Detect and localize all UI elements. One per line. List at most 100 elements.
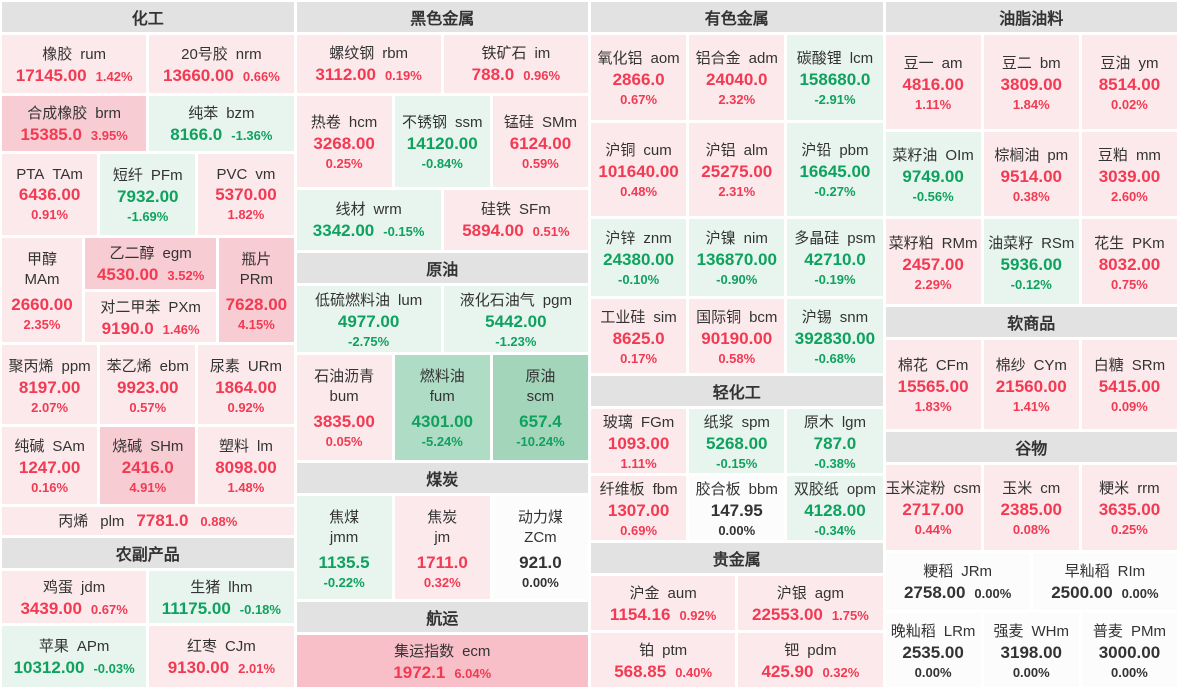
instrument-cell-wrm[interactable]: 线材 wrm 3342.00 -0.15% <box>296 189 441 250</box>
instrument-cell-spm[interactable]: 纸浆 spm 5268.00 -0.15% <box>689 409 785 474</box>
instrument-cell-PKm[interactable]: 花生 PKm 8032.00 0.75% <box>1081 219 1178 304</box>
instrument-cell-alm[interactable]: 沪铝 alm 25275.00 2.31% <box>689 122 785 216</box>
instrument-cell-mm[interactable]: 豆粕 mm 3039.00 2.60% <box>1081 131 1178 217</box>
section-header-agricultural-products: 农副产品 <box>2 538 294 569</box>
instrument-cell-PMm[interactable]: 普麦 PMm 3000.00 0.00% <box>1081 613 1178 687</box>
instrument-cell-CFm[interactable]: 棉花 CFm 15565.00 1.83% <box>885 339 981 429</box>
market-column-4: 油脂油料豆一 am 4816.00 1.11% 豆二 bm 3809.00 1.84% 豆油 ym… <box>885 2 1178 687</box>
instrument-cell-nrm[interactable]: 20号胶 nrm 13660.00 0.66% <box>149 35 294 94</box>
instrument-cell-brm[interactable]: 合成橡胶 brm 15385.0 3.95% <box>2 96 147 151</box>
instrument-cell-SFm[interactable]: 硅铁 SFm 5894.00 0.51% <box>443 189 588 250</box>
instrument-cell-bum[interactable]: 石油沥青 bum 3835.00 0.05% <box>296 354 392 461</box>
instrument-cell-URm[interactable]: 尿素 URm 1864.00 0.92% <box>198 345 294 425</box>
instrument-cell-csm[interactable]: 玉米淀粉 csm 2717.00 0.44% <box>885 464 981 550</box>
instrument-cell-vm[interactable]: PVC vm 5370.00 1.82% <box>198 153 294 235</box>
instrument-cell-ppm[interactable]: 聚丙烯 ppm 8197.00 2.07% <box>2 345 98 425</box>
instrument-cell-sim[interactable]: 工业硅 sim 8625.0 0.17% <box>591 298 687 374</box>
instrument-cell-bbm[interactable]: 胶合板 bbm 147.95 0.00% <box>689 476 785 541</box>
instrument-cell-CYm[interactable]: 棉纱 CYm 21560.00 1.41% <box>983 339 1079 429</box>
instrument-cell-SMm[interactable]: 锰硅 SMm 6124.00 0.59% <box>492 95 589 187</box>
last-price: 2717.00 <box>902 500 964 520</box>
instrument-cell-agm[interactable]: 沪银 agm 22553.00 1.75% <box>738 576 883 631</box>
last-price: 3342.00 <box>312 221 375 241</box>
instrument-cell-ptm[interactable]: 铂 ptm 568.85 0.40% <box>591 633 736 687</box>
instrument-cell-egm[interactable]: 乙二醇 egm 4530.00 3.52% <box>84 237 217 289</box>
instrument-cell-cum[interactable]: 沪铜 cum 101640.00 0.48% <box>591 122 687 216</box>
instrument-cell-scm[interactable]: 原油 scm 657.4 -10.24% <box>492 354 589 461</box>
instrument-cell-im[interactable]: 铁矿石 im 788.0 0.96% <box>443 35 588 93</box>
instrument-cell-CJm[interactable]: 红枣 CJm 9130.00 2.01% <box>149 626 294 687</box>
instrument-cell-jmm[interactable]: 焦煤 jmm 1135.5 -0.22% <box>296 496 392 600</box>
section-title: 软商品 <box>1007 315 1056 333</box>
instrument-code: WHm <box>1031 623 1070 641</box>
instrument-cell-rbm[interactable]: 螺纹钢 rbm 3112.00 0.19% <box>296 35 441 93</box>
instrument-cell-lcm[interactable]: 碳酸锂 lcm 158680.0 -2.91% <box>787 35 883 120</box>
instrument-cell-ym[interactable]: 豆油 ym 8514.00 0.02% <box>1081 35 1178 129</box>
instrument-cell-RMm[interactable]: 菜籽粕 RMm 2457.00 2.29% <box>885 219 981 304</box>
instrument-cell-fum[interactable]: 燃料油 fum 4301.00 -5.24% <box>394 354 490 461</box>
instrument-cell-RSm[interactable]: 油菜籽 RSm 5936.00 -0.12% <box>983 219 1079 304</box>
instrument-name: 合成橡胶 <box>27 105 88 123</box>
instrument-cell-rum[interactable]: 橡胶 rum 17145.00 1.42% <box>2 35 147 94</box>
instrument-cell-TAm[interactable]: PTA TAm 6436.00 0.91% <box>2 153 98 235</box>
instrument-cell-znm[interactable]: 沪锌 znm 24380.00 -0.10% <box>591 218 687 296</box>
section-title: 油脂油料 <box>999 11 1064 28</box>
instrument-cell-MAm[interactable]: 甲醇 MAm 2660.00 2.35% <box>2 237 82 343</box>
instrument-cell-SHm[interactable]: 烧碱 SHm 2416.0 4.91% <box>100 427 196 504</box>
instrument-cell-PFm[interactable]: 短纤 PFm 7932.00 -1.69% <box>100 153 196 235</box>
instrument-cell-lm[interactable]: 塑料 lm 8098.00 1.48% <box>198 427 294 504</box>
instrument-cell-jdm[interactable]: 鸡蛋 jdm 3439.00 0.67% <box>2 571 147 624</box>
instrument-cell-aum[interactable]: 沪金 aum 1154.16 0.92% <box>591 576 736 631</box>
instrument-cell-RIm[interactable]: 早籼稻 RIm 2500.00 0.00% <box>1032 552 1177 611</box>
instrument-cell-lum[interactable]: 低硫燃料油 lum 4977.00 -2.75% <box>296 285 441 352</box>
instrument-cell-SAm[interactable]: 纯碱 SAm 1247.00 0.16% <box>2 427 98 504</box>
instrument-cell-bcm[interactable]: 国际铜 bcm 90190.00 0.58% <box>689 298 785 374</box>
change-percent: 0.96% <box>523 68 561 84</box>
instrument-name-line: 乙二醇 egm <box>110 242 192 263</box>
instrument-cell-PXm[interactable]: 对二甲苯 PXm 9190.0 1.46% <box>84 291 217 343</box>
instrument-cell-PRm[interactable]: 瓶片 PRm 7628.00 4.15% <box>219 237 294 343</box>
instrument-cell-lgm[interactable]: 原木 lgm 787.0 -0.38% <box>787 409 883 474</box>
instrument-cell-bm[interactable]: 豆二 bm 3809.00 1.84% <box>983 35 1079 129</box>
instrument-code: znm <box>643 230 672 248</box>
change-percent: 1.11% <box>620 456 657 472</box>
instrument-cell-plm[interactable]: 丙烯 plm 7781.0 0.88% <box>2 506 294 536</box>
instrument-cell-opm[interactable]: 双胶纸 opm 4128.00 -0.34% <box>787 476 883 541</box>
instrument-cell-aom[interactable]: 氧化铝 aom 2866.0 0.67% <box>591 35 687 120</box>
instrument-cell-pbm[interactable]: 沪铅 pbm 16645.00 -0.27% <box>787 122 883 216</box>
instrument-cell-am[interactable]: 豆一 am 4816.00 1.11% <box>885 35 981 129</box>
instrument-cell-FGm[interactable]: 玻璃 FGm 1093.00 1.11% <box>591 409 687 474</box>
instrument-cell-hcm[interactable]: 热卷 hcm 3268.00 0.25% <box>296 95 392 187</box>
instrument-cell-WHm[interactable]: 强麦 WHm 3198.00 0.00% <box>983 613 1079 687</box>
instrument-cell-rrm[interactable]: 粳米 rrm 3635.00 0.25% <box>1081 464 1178 550</box>
instrument-cell-OIm[interactable]: 菜籽油 OIm 9749.00 -0.56% <box>885 131 981 217</box>
change-percent: 0.38% <box>1012 188 1050 204</box>
instrument-cell-adm[interactable]: 铝合金 adm 24040.0 2.32% <box>689 35 785 120</box>
instrument-cell-pgm[interactable]: 液化石油气 pgm 5442.00 -1.23% <box>443 285 588 352</box>
instrument-cell-pdm[interactable]: 钯 pdm 425.90 0.32% <box>738 633 883 687</box>
instrument-cell-ebm[interactable]: 苯乙烯 ebm 9923.00 0.57% <box>100 345 196 425</box>
instrument-cell-bzm[interactable]: 纯苯 bzm 8166.0 -1.36% <box>149 96 294 151</box>
price-line: 3439.00 0.67% <box>20 599 127 619</box>
instrument-cell-lhm[interactable]: 生猪 lhm 11175.00 -0.18% <box>149 571 294 624</box>
instrument-cell-snm[interactable]: 沪锡 snm 392830.00 -0.68% <box>787 298 883 374</box>
instrument-cell-LRm[interactable]: 晚籼稻 LRm 2535.00 0.00% <box>885 613 981 687</box>
instrument-name: 燃料油 <box>419 368 465 386</box>
instrument-cell-ecm[interactable]: 集运指数 ecm 1972.1 6.04% <box>296 635 588 687</box>
instrument-cell-cm[interactable]: 玉米 cm 2385.00 0.08% <box>983 464 1079 550</box>
instrument-cell-psm[interactable]: 多晶硅 psm 42710.0 -0.19% <box>787 218 883 296</box>
instrument-cell-ssm[interactable]: 不锈钢 ssm 14120.00 -0.84% <box>394 95 490 187</box>
instrument-code: FGm <box>640 414 675 432</box>
change-percent: 0.40% <box>675 664 713 680</box>
instrument-cell-nim[interactable]: 沪镍 nim 136870.00 -0.90% <box>689 218 785 296</box>
instrument-name-line: 鸡蛋 jdm <box>43 576 105 597</box>
instrument-cell-APm[interactable]: 苹果 APm 10312.00 -0.03% <box>2 626 147 687</box>
instrument-cell-fbm[interactable]: 纤维板 fbm 1307.00 0.69% <box>591 476 687 541</box>
section-row: 沪锌 znm 24380.00 -0.10% 沪镍 nim 136870.00 -0.90% 多… <box>591 218 883 296</box>
instrument-cell-pm[interactable]: 棕榈油 pm 9514.00 0.38% <box>983 131 1079 217</box>
instrument-cell-jm[interactable]: 焦炭 jm 1711.0 0.32% <box>394 496 490 600</box>
instrument-cell-JRm[interactable]: 粳稻 JRm 2758.00 0.00% <box>885 552 1030 611</box>
instrument-cell-SRm[interactable]: 白糖 SRm 5415.00 0.09% <box>1081 339 1178 429</box>
last-price: 6124.00 <box>509 134 572 154</box>
instrument-cell-ZCm[interactable]: 动力煤 ZCm 921.0 0.00% <box>492 496 589 600</box>
